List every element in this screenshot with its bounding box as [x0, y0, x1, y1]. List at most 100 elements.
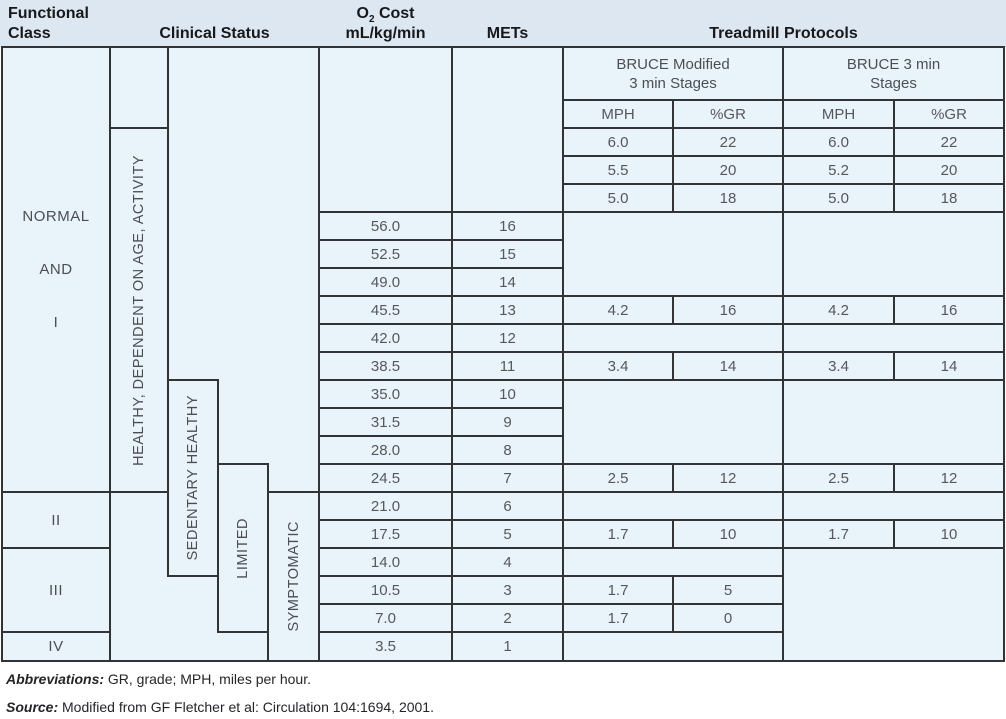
- stage-mph-cell: 5.0: [562, 183, 674, 213]
- stage-mph-cell: 5.0: [782, 183, 895, 213]
- functional-class-iv-cell: IV: [1, 631, 111, 662]
- clinical-status-symptomatic-cell: SYMPTOMATIC: [267, 491, 320, 662]
- stage-mph-cell: 1.7: [782, 519, 895, 549]
- stage-mph-cell: 1.7: [562, 603, 674, 633]
- o2-cell: 17.5: [318, 519, 453, 549]
- stage-gr-cell: 0: [672, 603, 784, 633]
- stage-gr-cell: 12: [893, 463, 1005, 493]
- mets-cell: 4: [451, 547, 564, 577]
- o2-cell: 56.0: [318, 211, 453, 241]
- bruce-3min-gr-header: %GR: [893, 99, 1005, 129]
- mets-cell: 15: [451, 239, 564, 269]
- mets-cell: 14: [451, 267, 564, 297]
- o2-cell: 7.0: [318, 603, 453, 633]
- source-note: Source: Modified from GF Fletcher et al:…: [6, 699, 434, 715]
- bruce-modified-gr-header: %GR: [672, 99, 784, 129]
- header-o2-cost: O2 Cost: [356, 5, 415, 26]
- stage-gr-cell: 12: [672, 463, 784, 493]
- empty-cell: [782, 379, 1005, 465]
- o2-cell: 3.5: [318, 631, 453, 662]
- stage-mph-cell: 1.7: [562, 575, 674, 605]
- o2-cell: 24.5: [318, 463, 453, 493]
- mets-cell: 12: [451, 323, 564, 353]
- empty-cell: [562, 631, 784, 662]
- header-functional-class: Functional Class: [8, 5, 89, 42]
- clinical-status-empty-cell: [109, 46, 169, 129]
- header-mets: METs: [486, 25, 529, 42]
- empty-cell: [782, 211, 1005, 297]
- o2-cell: 10.5: [318, 575, 453, 605]
- stage-mph-cell: 1.7: [562, 519, 674, 549]
- mets-cell: 10: [451, 379, 564, 409]
- stage-mph-cell: 4.2: [562, 295, 674, 325]
- empty-cell: [782, 491, 1005, 521]
- abbreviations-note: Abbreviations: GR, grade; MPH, miles per…: [6, 671, 311, 687]
- o2-cell: 45.5: [318, 295, 453, 325]
- functional-class-normal-i-cell: NORMAL AND I: [1, 46, 111, 493]
- header-clinical-status: Clinical Status: [159, 25, 270, 42]
- empty-cell: [782, 323, 1005, 353]
- bruce-3min-mph-header: MPH: [782, 99, 895, 129]
- stage-mph-cell: 6.0: [562, 127, 674, 157]
- mets-cell: 3: [451, 575, 564, 605]
- stage-mph-cell: 5.2: [782, 155, 895, 185]
- functional-class-and: AND: [39, 261, 73, 278]
- stage-mph-cell: 4.2: [782, 295, 895, 325]
- column-header-band: [0, 0, 1006, 47]
- stage-mph-cell: 3.4: [782, 351, 895, 381]
- stage-gr-cell: 22: [893, 127, 1005, 157]
- stage-mph-cell: 2.5: [782, 463, 895, 493]
- bruce-3min-title-cell: BRUCE 3 min Stages: [782, 46, 1005, 101]
- mets-empty-cell: [451, 46, 564, 213]
- bruce-modified-mph-header: MPH: [562, 99, 674, 129]
- stage-gr-cell: 5: [672, 575, 784, 605]
- clinical-status-healthy-cell: HEALTHY, DEPENDENT ON AGE, ACTIVITY: [109, 127, 169, 493]
- functional-class-i: I: [53, 314, 59, 331]
- o2-cell: 21.0: [318, 491, 453, 521]
- stage-gr-cell: 18: [672, 183, 784, 213]
- mets-cell: 6: [451, 491, 564, 521]
- header-o2-units: mL/kg/min: [345, 25, 426, 42]
- clinical-status-sedentary-cell: SEDENTARY HEALTHY: [167, 379, 219, 577]
- o2-cell: 28.0: [318, 435, 453, 465]
- bruce-modified-title-cell: BRUCE Modified 3 min Stages: [562, 46, 784, 101]
- empty-cell: [562, 211, 784, 297]
- functional-class-ii-cell: II: [1, 491, 111, 549]
- stage-gr-cell: 14: [893, 351, 1005, 381]
- empty-cell: [782, 547, 1005, 662]
- o2-cell: 52.5: [318, 239, 453, 269]
- stage-gr-cell: 14: [672, 351, 784, 381]
- mets-cell: 2: [451, 603, 564, 633]
- stage-gr-cell: 10: [672, 519, 784, 549]
- mets-cell: 8: [451, 435, 564, 465]
- o2-empty-cell: [318, 46, 453, 213]
- empty-cell: [562, 323, 784, 353]
- o2-cell: 35.0: [318, 379, 453, 409]
- stage-mph-cell: 2.5: [562, 463, 674, 493]
- mets-cell: 13: [451, 295, 564, 325]
- mets-cell: 7: [451, 463, 564, 493]
- o2-cell: 49.0: [318, 267, 453, 297]
- functional-class-normal: NORMAL: [22, 208, 90, 225]
- stage-mph-cell: 6.0: [782, 127, 895, 157]
- o2-cell: 31.5: [318, 407, 453, 437]
- clinical-status-limited-cell: LIMITED: [217, 463, 269, 633]
- o2-cell: 42.0: [318, 323, 453, 353]
- empty-cell: [562, 491, 784, 521]
- stage-gr-cell: 20: [672, 155, 784, 185]
- mets-cell: 1: [451, 631, 564, 662]
- stage-gr-cell: 16: [672, 295, 784, 325]
- empty-cell: [562, 547, 784, 577]
- mets-cell: 11: [451, 351, 564, 381]
- o2-cell: 14.0: [318, 547, 453, 577]
- stage-gr-cell: 10: [893, 519, 1005, 549]
- o2-cell: 38.5: [318, 351, 453, 381]
- stage-gr-cell: 18: [893, 183, 1005, 213]
- mets-cell: 16: [451, 211, 564, 241]
- stage-mph-cell: 3.4: [562, 351, 674, 381]
- stage-gr-cell: 20: [893, 155, 1005, 185]
- stage-gr-cell: 16: [893, 295, 1005, 325]
- stage-mph-cell: 5.5: [562, 155, 674, 185]
- empty-cell: [562, 379, 784, 465]
